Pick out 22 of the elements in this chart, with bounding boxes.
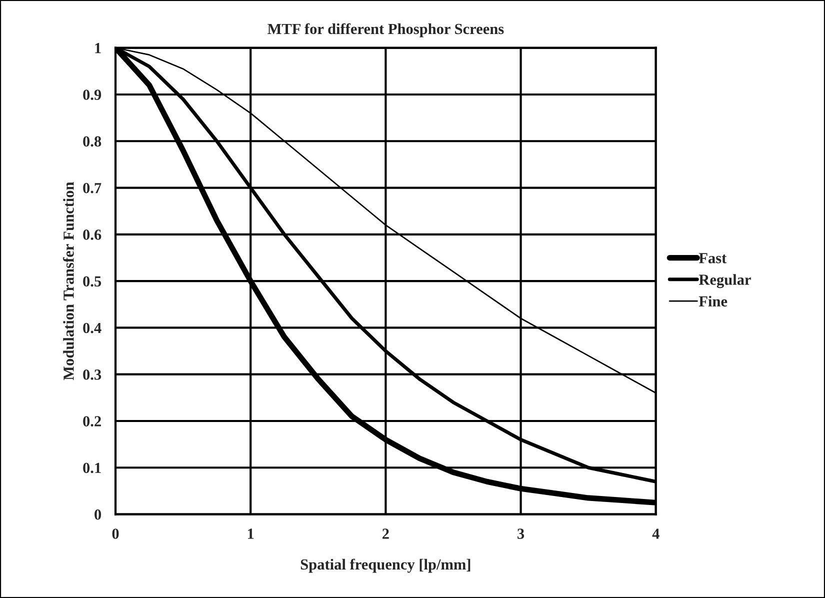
y-tick-label: 0.9 (83, 90, 102, 100)
y-tick-label: 0.7 (83, 182, 102, 194)
x-tick-label: 1 (248, 528, 254, 539)
y-tick-label: 0.5 (83, 276, 102, 287)
y-tick-label: 0.2 (83, 416, 101, 427)
y-tick-label: 0 (94, 509, 102, 520)
y-tick-label: 0.4 (83, 322, 102, 334)
y-tick-label: 0.8 (83, 136, 102, 147)
y-tick-label: 0.3 (83, 369, 102, 380)
y-tick-label: 0.6 (83, 230, 102, 240)
y-axis-title: Modulation Transfer Function (62, 182, 74, 380)
x-tick-label: 0 (112, 528, 119, 539)
x-tick-label: 4 (652, 528, 660, 539)
legend-label: Fine (698, 296, 728, 307)
legend-label: Regular (698, 274, 751, 288)
chart-title: MTF for different Phosphor Screens (268, 23, 504, 38)
y-tick-label: 1 (95, 43, 101, 54)
x-tick-label: 3 (518, 528, 524, 539)
legend-label: Fast (698, 253, 727, 264)
x-tick-label: 2 (382, 528, 389, 539)
x-axis-title: Spatial frequency [lp/mm] (300, 558, 470, 573)
y-tick-label: 0.1 (83, 462, 101, 474)
